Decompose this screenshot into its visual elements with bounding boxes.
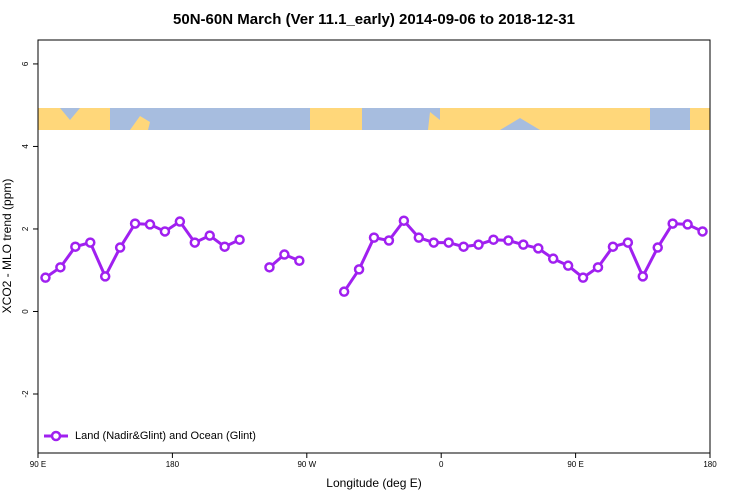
data-point	[383, 235, 395, 246]
y-axis-label: XCO2 - MLO trend (ppm)	[0, 179, 14, 314]
data-point	[652, 242, 663, 253]
data-point	[353, 264, 365, 275]
data-point	[159, 226, 171, 237]
data-point	[279, 249, 290, 260]
data-point	[577, 272, 589, 283]
data-point	[667, 218, 678, 229]
data-point	[473, 239, 484, 250]
data-point	[547, 253, 559, 264]
data-point	[697, 226, 708, 237]
data-point	[294, 255, 305, 266]
data-point	[533, 243, 544, 254]
data-point	[338, 286, 350, 297]
legend-marker	[50, 430, 62, 442]
data-point	[607, 241, 619, 252]
x-tick-label: 0	[439, 460, 444, 469]
y-tick-label: 6	[21, 61, 30, 66]
y-tick-label: 2	[21, 226, 30, 231]
x-tick-label: 90 E	[567, 460, 583, 469]
data-point	[622, 237, 634, 248]
x-tick-label: 90 W	[297, 460, 316, 469]
chart-title: 50N-60N March (Ver 11.1_early) 2014-09-0…	[173, 11, 575, 28]
x-tick-label: 90 E	[30, 460, 46, 469]
data-point	[85, 237, 96, 248]
data-point	[413, 232, 425, 243]
data-point	[428, 237, 439, 248]
data-point	[637, 271, 649, 282]
data-point	[503, 235, 514, 246]
data-point	[562, 260, 574, 271]
legend-label: Land (Nadir&Glint) and Ocean (Glint)	[75, 430, 256, 442]
plot-frame	[37, 39, 711, 454]
data-point	[55, 262, 66, 273]
data-point	[40, 272, 51, 283]
data-point	[398, 215, 410, 226]
data-point	[114, 242, 126, 253]
data-point	[234, 234, 245, 245]
data-point	[682, 219, 693, 230]
data-point	[70, 241, 81, 252]
data-point	[204, 230, 215, 241]
x-axis-label: Longitude (deg E)	[326, 476, 421, 490]
x-tick-label: 180	[166, 460, 180, 469]
map-strip	[38, 108, 710, 130]
x-tick-label: 180	[703, 460, 717, 469]
data-point	[368, 232, 380, 243]
data-point	[518, 239, 529, 250]
y-tick-label: 4	[21, 144, 30, 149]
data-point	[488, 234, 499, 245]
data-line	[44, 218, 704, 293]
data-point	[129, 218, 141, 229]
data-point	[264, 262, 275, 273]
data-point	[443, 237, 454, 248]
y-tick-label: 0	[21, 309, 30, 314]
y-tick-label: -2	[21, 390, 30, 398]
data-point	[174, 216, 186, 227]
data-point	[458, 241, 469, 252]
data-point	[592, 262, 604, 273]
data-point	[189, 237, 201, 248]
data-point	[219, 241, 230, 252]
data-point	[99, 271, 111, 282]
data-point	[144, 219, 156, 230]
